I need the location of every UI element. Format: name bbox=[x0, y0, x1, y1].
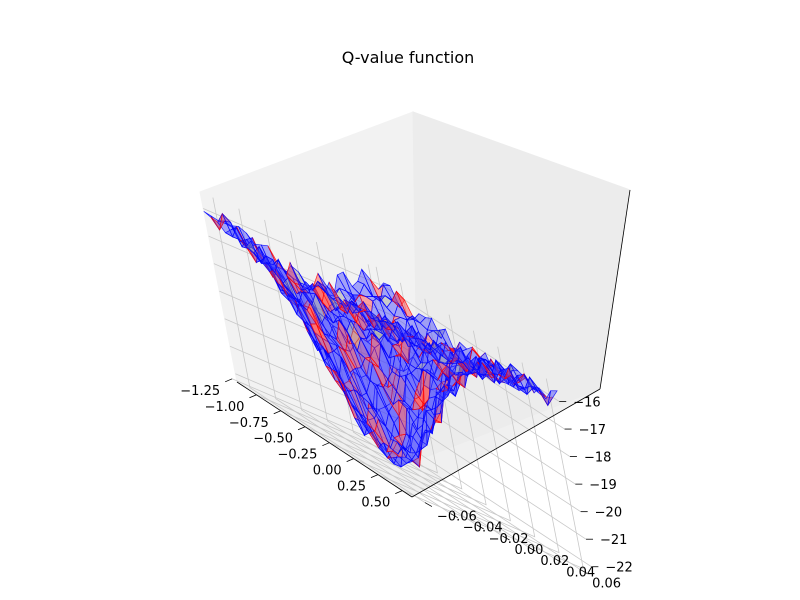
axis-ticks: −1.25−1.00−0.75−0.50−0.250.000.250.50−0.… bbox=[180, 189, 633, 591]
y-tick-label: 0.06 bbox=[592, 576, 621, 591]
x-grid-line bbox=[304, 314, 487, 506]
x-tick-mark bbox=[249, 394, 257, 399]
x-tick-mark bbox=[273, 410, 281, 415]
x-axis-line bbox=[236, 381, 413, 498]
z-grid-line bbox=[235, 373, 592, 568]
surface-mesh bbox=[203, 211, 558, 468]
y-tick-mark bbox=[528, 546, 536, 552]
grid-lines bbox=[203, 197, 592, 570]
y-tick-mark bbox=[424, 502, 433, 507]
x-tick-mark bbox=[224, 378, 233, 383]
z-tick-label: −22 bbox=[605, 561, 632, 576]
y-grid-line bbox=[290, 230, 503, 537]
x-tick-label: −0.75 bbox=[229, 416, 269, 431]
x-grid-line bbox=[353, 346, 536, 538]
y-tick-label: 0.00 bbox=[515, 543, 544, 558]
z-tick-label: −18 bbox=[584, 451, 611, 466]
surface-cell bbox=[547, 390, 558, 406]
x-tick-label: 0.00 bbox=[313, 464, 342, 479]
z-tick-label: −20 bbox=[595, 506, 622, 521]
z-tick-label: −19 bbox=[589, 478, 616, 493]
x-tick-mark bbox=[322, 442, 330, 447]
x-tick-mark bbox=[297, 426, 306, 431]
y-tick-mark bbox=[450, 513, 458, 519]
y-tick-mark bbox=[554, 557, 562, 563]
x-tick-label: −1.25 bbox=[180, 384, 220, 399]
x-grid-line bbox=[377, 362, 560, 554]
x-tick-mark bbox=[395, 490, 403, 494]
chart-title: Q-value function bbox=[342, 48, 475, 67]
x-tick-label: −1.00 bbox=[205, 400, 245, 415]
y-tick-mark bbox=[476, 524, 484, 530]
x-tick-label: −0.25 bbox=[278, 448, 318, 463]
z-tick-label: −17 bbox=[579, 423, 606, 438]
z-grid-line bbox=[213, 263, 571, 457]
z-grid-line bbox=[229, 345, 587, 540]
y-tick-label: 0.02 bbox=[540, 554, 569, 569]
y-grid-line bbox=[316, 242, 529, 548]
x-tick-label: 0.50 bbox=[361, 496, 390, 511]
x-tick-label: −0.50 bbox=[253, 432, 293, 447]
z-grid-line bbox=[224, 318, 581, 513]
z-tick-label: −16 bbox=[573, 396, 600, 411]
z-axis-line bbox=[599, 189, 631, 390]
y-tick-mark bbox=[502, 535, 510, 541]
y-tick-label: 0.04 bbox=[566, 565, 595, 580]
y-axis-line bbox=[411, 388, 601, 498]
x-tick-label: 0.25 bbox=[337, 480, 366, 495]
x-tick-mark bbox=[370, 474, 379, 479]
y-grid-line bbox=[238, 208, 452, 515]
x-grid-line bbox=[329, 330, 511, 522]
y-tick-mark bbox=[579, 569, 588, 574]
x-tick-mark bbox=[346, 458, 354, 463]
x-grid-line bbox=[231, 266, 414, 458]
z-tick-label: −21 bbox=[600, 533, 627, 548]
x-grid-line bbox=[402, 378, 584, 570]
y-grid-line bbox=[212, 197, 426, 503]
